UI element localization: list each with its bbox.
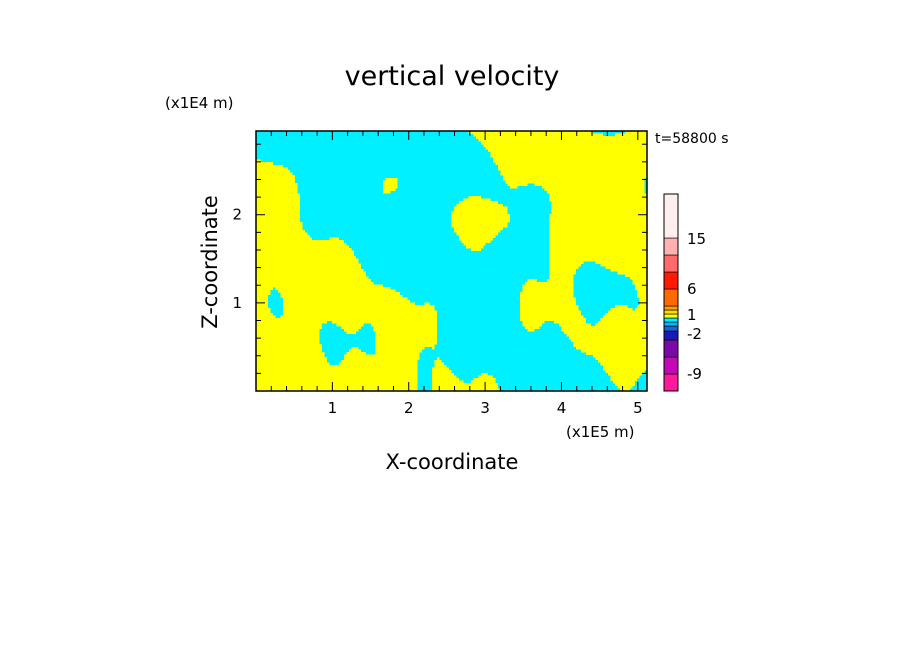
plot-frame <box>255 130 648 392</box>
y-tick-label: 2 <box>232 206 242 224</box>
colorbar-segment <box>663 321 679 327</box>
colorbar-segment <box>663 339 679 358</box>
colorbar <box>663 193 679 392</box>
colorbar-segment <box>663 373 679 392</box>
x-tick-label: 2 <box>404 399 414 417</box>
colorbar-tick-labels: 15 6 1-2 -9 <box>687 230 706 383</box>
time-label: t=58800 s <box>655 131 729 147</box>
colorbar-segment <box>663 313 679 319</box>
colorbar-segment <box>663 325 679 332</box>
colorbar-label: -2 <box>687 325 702 343</box>
colorbar-segment <box>663 356 679 375</box>
colorbar-segment <box>663 271 679 290</box>
x-unit-label: (x1E5 m) <box>566 423 635 441</box>
colorbar-frame <box>663 193 679 392</box>
colorbar-label: 1 <box>687 306 697 324</box>
positive-velocity-region <box>256 131 647 392</box>
y-tick-label: 1 <box>232 294 242 312</box>
colorbar-segment <box>663 330 679 341</box>
y-axis-ticks: 12 <box>232 143 647 392</box>
colorbar-label: -9 <box>687 365 702 383</box>
chart-title: vertical velocity <box>345 61 560 92</box>
colorbar-segment <box>663 193 679 239</box>
positive-velocity-bands <box>256 131 647 392</box>
y-axis-label: Z-coordinate <box>198 195 222 329</box>
x-axis-ticks: 1 2 3 4 5 <box>255 131 643 417</box>
x-tick-label: 5 <box>633 399 643 417</box>
colorbar-segment <box>663 317 679 323</box>
x-tick-label: 1 <box>328 399 338 417</box>
x-axis-label: X-coordinate <box>386 450 519 474</box>
colorbar-label: 15 <box>687 230 706 248</box>
colorbar-segment <box>663 305 679 311</box>
colorbar-label: 6 <box>687 280 697 298</box>
colorbar-segment <box>663 254 679 273</box>
x-tick-label: 3 <box>480 399 490 417</box>
contour-plot-area <box>255 130 648 392</box>
colorbar-segment <box>663 288 679 307</box>
colorbar-segment <box>663 237 679 256</box>
y-unit-label: (x1E4 m) <box>165 94 234 112</box>
colorbar-segment <box>663 309 679 315</box>
x-tick-label: 4 <box>557 399 567 417</box>
